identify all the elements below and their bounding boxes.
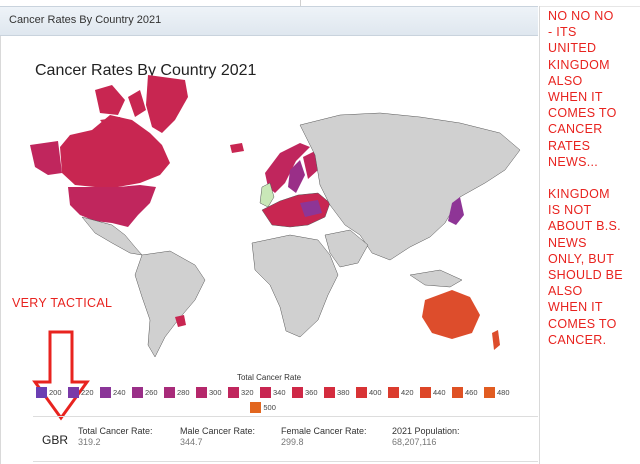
- stat-label: Total Cancer Rate:: [78, 426, 153, 436]
- continent-asia: [299, 112, 521, 261]
- stat-value: 319.2: [78, 437, 101, 447]
- legend-swatch: [420, 387, 431, 398]
- legend-swatch: [250, 402, 262, 413]
- legend-label: 440: [433, 388, 446, 397]
- country-canada: [60, 115, 170, 187]
- stat-value: 344.7: [180, 437, 203, 447]
- country-canada-islands: [95, 85, 146, 130]
- legend-swatch: [292, 387, 303, 398]
- side-note-1-line: WHEN IT: [548, 90, 603, 105]
- stat-value: 68,207,116: [392, 437, 437, 447]
- legend-swatch: [100, 387, 111, 398]
- panel-title: Cancer Rates By Country 2021: [9, 14, 162, 26]
- legend-swatch: [324, 387, 335, 398]
- legend-swatch: [36, 387, 47, 398]
- legend-swatch: [452, 387, 463, 398]
- world-map[interactable]: [0, 75, 538, 365]
- country-usa: [68, 185, 156, 227]
- continent-africa: [251, 234, 339, 338]
- country-new-zealand: [492, 330, 500, 350]
- legend-label: 380: [337, 388, 350, 397]
- legend-swatch: [164, 387, 175, 398]
- stat-label: 2021 Population:: [392, 426, 460, 436]
- side-note-1-line: RATES: [548, 138, 591, 153]
- region-middle-east: [324, 229, 369, 268]
- side-note-2-line: WHEN IT: [548, 300, 603, 315]
- legend-label: 280: [177, 388, 190, 397]
- panel-header: [0, 6, 538, 36]
- legend-swatch: [260, 387, 271, 398]
- legend-label: 240: [113, 388, 126, 397]
- country-iceland: [230, 143, 244, 153]
- legend-label: 360: [305, 388, 318, 397]
- side-note-1-line: KINGDOM: [548, 57, 610, 72]
- country-australia: [422, 290, 480, 339]
- side-note-2-line: SHOULD BE: [548, 268, 623, 283]
- legend-label: 500: [263, 403, 276, 412]
- legend-swatch: [228, 387, 239, 398]
- country-uk: [259, 182, 275, 208]
- country-sweden: [288, 160, 305, 193]
- stat-1: Male Cancer Rate: 344.7: [180, 426, 255, 447]
- country-code: GBR: [42, 433, 69, 447]
- country-eastern-europe: [300, 200, 322, 217]
- legend-swatch: [132, 387, 143, 398]
- country-japan: [448, 197, 464, 225]
- side-note-1-line: NEWS...: [548, 154, 599, 169]
- top-tab-left: [0, 0, 301, 6]
- stat-0: Total Cancer Rate: 319.2: [78, 426, 153, 447]
- legend-label: 400: [369, 388, 382, 397]
- continent-south-america: [134, 250, 206, 358]
- legend-label: 200: [49, 388, 62, 397]
- side-annotation: NO NO NO - ITS UNITED KINGDOM ALSO WHEN IT COM…: [548, 8, 636, 348]
- side-note-gap: [548, 170, 636, 186]
- chart-title: Cancer Rates By Country 2021: [35, 62, 257, 79]
- side-note-2-line: ONLY, BUT: [548, 251, 615, 266]
- stat-3: 2021 Population: 68,207,116: [392, 426, 460, 447]
- side-note-2-line: KINGDOM: [548, 187, 610, 202]
- legend-swatch: [356, 387, 367, 398]
- stat-2: Female Cancer Rate: 299.8: [281, 426, 367, 447]
- side-note-1-line: ALSO: [548, 73, 583, 88]
- legend-swatch: [484, 387, 495, 398]
- region-southeast-asia: [409, 269, 463, 288]
- legend-label: 260: [145, 388, 158, 397]
- country-finland: [303, 151, 318, 179]
- side-note-2-line: ALSO: [548, 284, 583, 299]
- country-greenland: [146, 75, 188, 133]
- legend-label: 340: [273, 388, 286, 397]
- country-uruguay: [175, 315, 186, 327]
- side-note-1-line: CANCER: [548, 122, 603, 137]
- legend-label: 220: [81, 388, 94, 397]
- side-note-1-line: NO NO NO: [548, 9, 614, 23]
- country-alaska: [30, 141, 62, 175]
- side-note-1-line: UNITED: [548, 41, 597, 56]
- legend-label: 420: [401, 388, 414, 397]
- legend-label: 300: [209, 388, 222, 397]
- legend-swatch: [68, 387, 79, 398]
- legend-label: 460: [465, 388, 478, 397]
- stat-label: Male Cancer Rate:: [180, 426, 256, 436]
- side-note-1-line: - ITS: [548, 25, 577, 40]
- side-note-2-line: ABOUT B.S.: [548, 219, 621, 234]
- stat-label: Female Cancer Rate:: [281, 426, 367, 436]
- country-norway: [265, 143, 310, 193]
- side-note-2-line: COMES TO: [548, 316, 617, 331]
- legend-label: 480: [497, 388, 510, 397]
- down-arrow-icon: [32, 330, 90, 421]
- legend-swatch: [388, 387, 399, 398]
- tactical-annotation: VERY TACTICAL: [12, 296, 113, 310]
- side-note-2-line: CANCER.: [548, 332, 607, 347]
- side-note-2-line: NEWS: [548, 235, 587, 250]
- stat-value: 299.8: [281, 437, 304, 447]
- country-info-row: [33, 416, 538, 462]
- legend-label: 320: [241, 388, 254, 397]
- legend-swatch: [196, 387, 207, 398]
- side-note-1-line: COMES TO: [548, 106, 617, 121]
- side-note-2-line: IS NOT: [548, 203, 592, 218]
- legend-title: Total Cancer Rate: [236, 373, 302, 382]
